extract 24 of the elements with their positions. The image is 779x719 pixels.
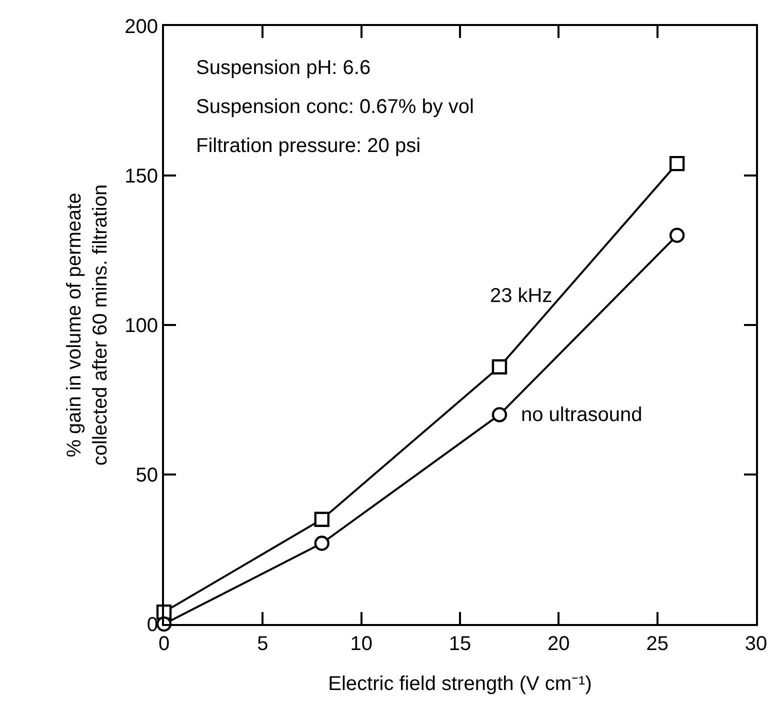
point bbox=[492, 359, 508, 374]
x-tick-label: 20 bbox=[548, 633, 570, 655]
y-tick-label: 0 bbox=[146, 614, 158, 636]
x-tick-label: 15 bbox=[448, 633, 472, 655]
series-label: 23 kHz bbox=[490, 285, 552, 307]
x-tick-label: 25 bbox=[646, 633, 668, 655]
x-tick-label: 10 bbox=[350, 633, 372, 655]
point bbox=[314, 536, 330, 551]
x-axis-title: Electric field strength (V cm⁻¹) bbox=[328, 673, 592, 695]
y-tick-label: 100 bbox=[124, 315, 158, 337]
y-tick-label: 200 bbox=[124, 16, 158, 38]
point bbox=[492, 407, 508, 422]
annotation: Suspension conc: 0.67% by vol bbox=[196, 96, 474, 118]
point bbox=[669, 228, 685, 243]
y-axis-title: % gain in volume of permeate collected after 60 mins. filtration bbox=[64, 184, 112, 466]
annotation: Suspension pH: 6.6 bbox=[196, 57, 371, 79]
y-tick-label: 150 bbox=[124, 166, 158, 188]
x-tick-label: 5 bbox=[257, 633, 268, 655]
x-tick-label: 30 bbox=[744, 633, 768, 655]
annotation: Filtration pressure: 20 psi bbox=[196, 135, 421, 157]
point bbox=[669, 156, 685, 172]
series-label: no ultrasound bbox=[521, 404, 642, 426]
y-tick-label: 50 bbox=[136, 464, 158, 486]
point bbox=[314, 512, 330, 527]
